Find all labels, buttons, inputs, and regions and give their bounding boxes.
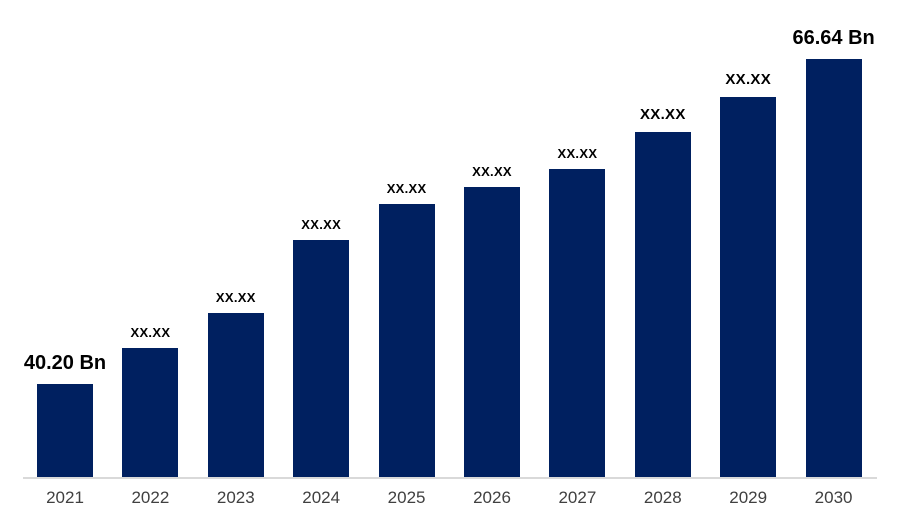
- bar-2025: [378, 204, 435, 477]
- x-axis-tick-label-2026: 2026: [473, 488, 511, 507]
- bar-2024: [293, 240, 350, 477]
- bar-2023: [207, 313, 264, 477]
- bar-2030: [805, 59, 862, 477]
- bar-2026: [464, 187, 520, 477]
- x-axis-tick-label-2027: 2027: [558, 488, 597, 507]
- bar-value-label-2022: XX.XX: [130, 325, 171, 341]
- x-axis-tick-label-2030: 2030: [814, 488, 853, 507]
- x-axis-tick-label-2021: 2021: [46, 488, 84, 507]
- bar-value-label-2030: 66.64 Bn: [792, 27, 875, 49]
- bar-2021: [37, 384, 93, 477]
- x-axis-line: [23, 477, 877, 479]
- x-axis-tick-label-2022: 2022: [131, 488, 170, 507]
- x-axis-tick-label-2024: 2024: [302, 488, 341, 507]
- bar-2028: [634, 132, 691, 477]
- x-axis-tick-label-2028: 2028: [643, 488, 682, 507]
- bar-value-label-2027: XX.XX: [557, 146, 598, 162]
- x-axis-tick-label-2029: 2029: [729, 488, 768, 507]
- bar-2029: [720, 97, 777, 477]
- bar-value-label-2023: XX.XX: [215, 290, 256, 306]
- bar-value-label-2025: XX.XX: [386, 181, 427, 197]
- bar-value-label-2021: 40.20 Bn: [23, 352, 107, 374]
- bar-value-label-2024: XX.XX: [301, 217, 342, 233]
- x-axis-tick-label-2023: 2023: [216, 488, 255, 507]
- bar-2027: [549, 169, 606, 477]
- x-axis-tick-label-2025: 2025: [387, 488, 426, 507]
- bar-2022: [122, 348, 179, 477]
- bar-value-label-2029: XX.XX: [725, 71, 772, 89]
- bar-value-label-2026: XX.XX: [472, 164, 512, 180]
- bar-value-label-2028: XX.XX: [639, 106, 686, 124]
